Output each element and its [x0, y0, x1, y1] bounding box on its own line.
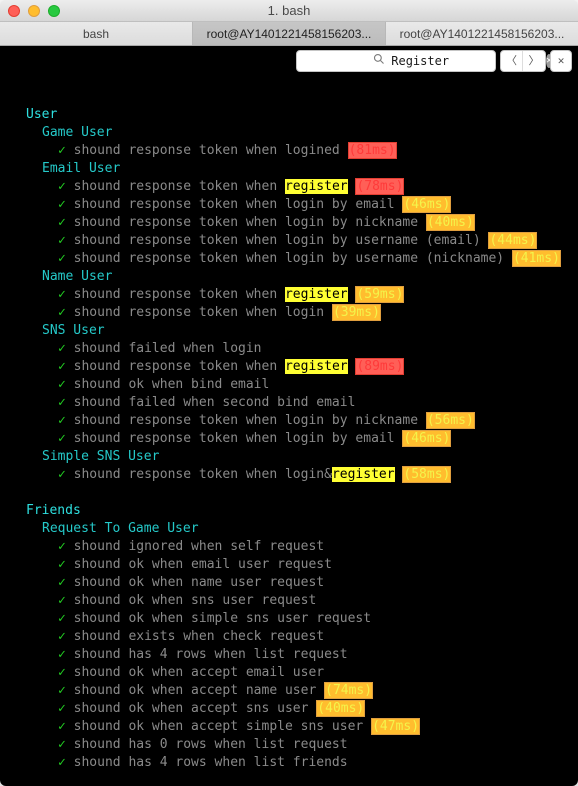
terminal-content: ✕ 〈 〉 ✕ UserGame User✓ shound response t… — [0, 46, 578, 786]
test-case: ✓ shound ok when accept sns user (40ms) — [10, 700, 568, 718]
test-case: ✓ shound failed when login — [10, 340, 568, 358]
test-case: ✓ shound has 4 rows when list friends — [10, 754, 568, 772]
search-bar: ✕ 〈 〉 ✕ — [296, 50, 572, 72]
terminal-window: 1. bash bash root@AY1401221458156203... … — [0, 0, 578, 786]
test-case: ✓ shound ok when sns user request — [10, 592, 568, 610]
test-case: ✓ shound ok when bind email — [10, 376, 568, 394]
search-icon — [301, 46, 385, 88]
group-title: Name User — [10, 268, 568, 286]
test-case: ✓ shound response token when login by us… — [10, 232, 568, 250]
test-case: ✓ shound response token when register (7… — [10, 178, 568, 196]
suite-title: User — [10, 106, 568, 124]
search-field[interactable]: ✕ — [296, 50, 496, 72]
test-case: ✓ shound response token when login by ni… — [10, 412, 568, 430]
search-prev-button[interactable]: 〈 — [501, 51, 523, 71]
test-case: ✓ shound response token when login by us… — [10, 250, 568, 268]
test-case: ✓ shound response token when login by ni… — [10, 214, 568, 232]
search-next-button[interactable]: 〉 — [523, 51, 545, 71]
test-case: ✓ shound response token when login&regis… — [10, 466, 568, 484]
window-title: 1. bash — [0, 3, 578, 18]
test-case: ✓ shound has 4 rows when list request — [10, 646, 568, 664]
test-case: ✓ shound ok when email user request — [10, 556, 568, 574]
group-title: Simple SNS User — [10, 448, 568, 466]
group-title: Game User — [10, 124, 568, 142]
group-title: SNS User — [10, 322, 568, 340]
test-case: ✓ shound ok when name user request — [10, 574, 568, 592]
test-case: ✓ shound ok when accept simple sns user … — [10, 718, 568, 736]
test-case: ✓ shound response token when register (5… — [10, 286, 568, 304]
tab-2[interactable]: root@AY1401221458156203... — [386, 22, 578, 45]
test-case: ✓ shound response token when login (39ms… — [10, 304, 568, 322]
test-case: ✓ shound ok when accept email user — [10, 664, 568, 682]
test-case: ✓ shound response token when register (8… — [10, 358, 568, 376]
suite-title: Friends — [10, 502, 568, 520]
tab-bar: bash root@AY1401221458156203... root@AY1… — [0, 22, 578, 46]
test-case: ✓ shound ignored when self request — [10, 538, 568, 556]
test-case: ✓ shound failed when second bind email — [10, 394, 568, 412]
search-nav: 〈 〉 — [500, 50, 546, 72]
test-case: ✓ shound response token when login by em… — [10, 196, 568, 214]
test-case: ✓ shound exists when check request — [10, 628, 568, 646]
test-case: ✓ shound ok when accept name user (74ms) — [10, 682, 568, 700]
test-case: ✓ shound ok when simple sns user request — [10, 610, 568, 628]
group-title: Email User — [10, 160, 568, 178]
titlebar: 1. bash — [0, 0, 578, 22]
test-case: ✓ shound response token when login by em… — [10, 430, 568, 448]
test-case: ✓ shound response token when logined (81… — [10, 142, 568, 160]
test-case: ✓ shound has 0 rows when list request — [10, 736, 568, 754]
search-close-button[interactable]: ✕ — [550, 50, 572, 72]
group-title: Request To Game User — [10, 520, 568, 538]
tab-1[interactable]: root@AY1401221458156203... — [193, 22, 386, 45]
tab-0[interactable]: bash — [0, 22, 193, 45]
